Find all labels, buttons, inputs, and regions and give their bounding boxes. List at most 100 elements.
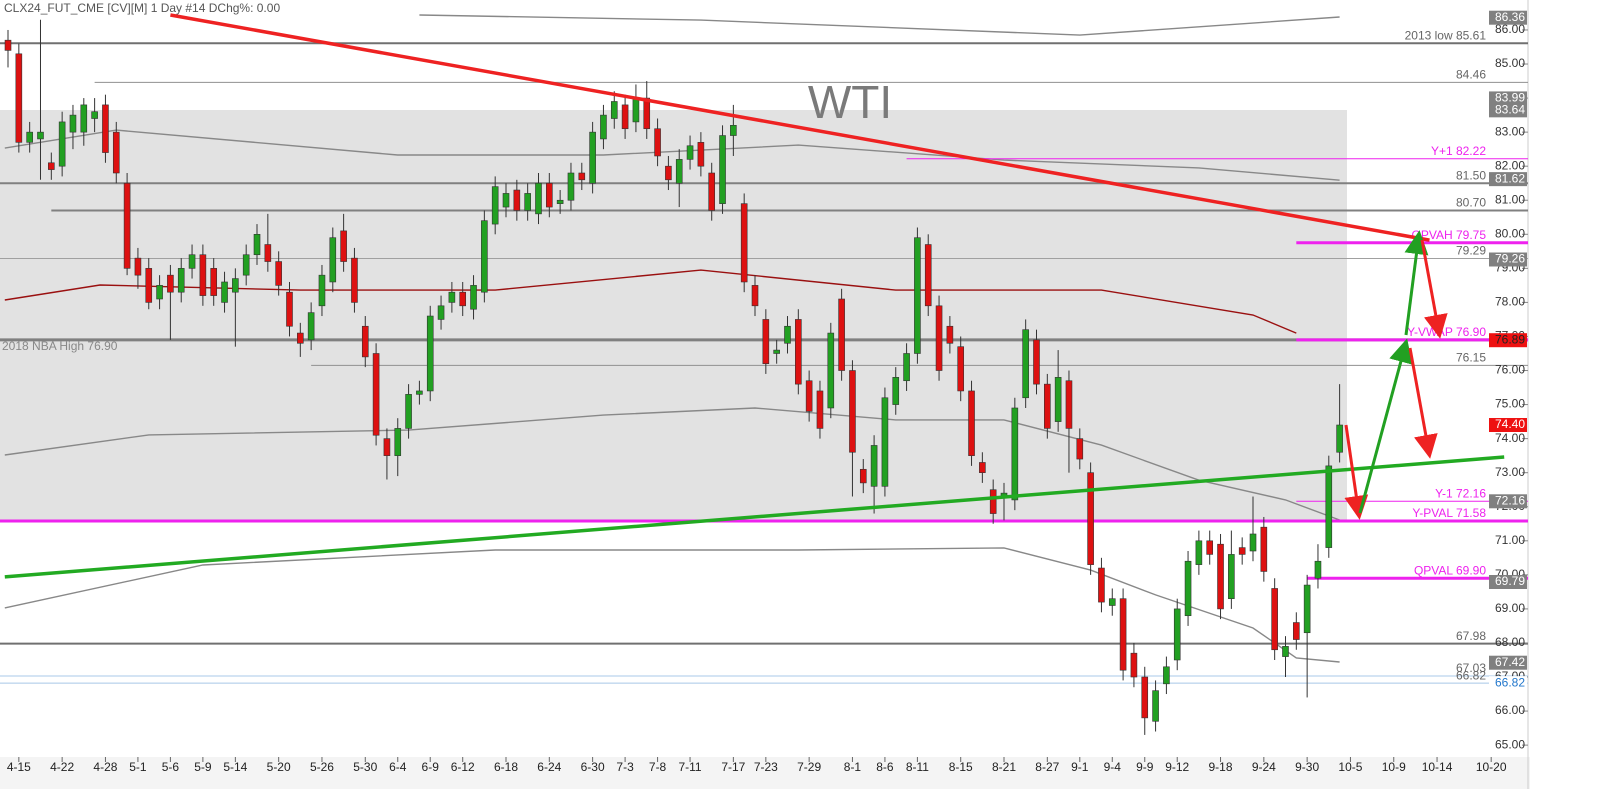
price-tag <box>1489 494 1527 509</box>
candle-body <box>600 114 607 140</box>
y-tick-label: 69.00 <box>1495 601 1525 615</box>
y-tick-label: 71.00 <box>1495 533 1525 547</box>
x-tick-label: 5-9 <box>194 760 212 774</box>
x-tick-label: 9-4 <box>1104 760 1122 774</box>
candle-body <box>1228 554 1235 599</box>
candle-body <box>242 254 250 276</box>
candle-body <box>513 189 521 211</box>
x-tick-label: 6-9 <box>422 760 440 774</box>
arrow <box>1408 347 1438 459</box>
price-tag-label: 81.62 <box>1495 171 1525 185</box>
x-tick-label: 9-18 <box>1209 760 1233 774</box>
candle-body <box>697 142 705 167</box>
x-tick-label: 7-23 <box>754 760 778 774</box>
candle-body <box>4 39 12 51</box>
candle-body <box>1065 380 1073 429</box>
candle-body <box>870 445 878 487</box>
candle-body <box>502 193 510 208</box>
x-tick-label: 5-20 <box>267 760 291 774</box>
candle-body <box>1152 690 1159 722</box>
candle-body <box>15 53 23 143</box>
candle-body <box>719 135 726 204</box>
candle-body <box>1163 666 1170 685</box>
candle-body <box>751 285 759 307</box>
x-tick-label: 5-26 <box>310 760 334 774</box>
candle-body <box>1087 472 1094 565</box>
price-tag-label: 86.36 <box>1495 10 1525 24</box>
shaded-zone <box>0 110 1347 520</box>
candle-body <box>675 159 683 184</box>
candle-body <box>416 390 423 395</box>
candle-body <box>773 349 780 354</box>
candle-body <box>589 131 596 184</box>
price-tag-label: 83.64 <box>1495 103 1525 117</box>
candle-body <box>849 370 856 453</box>
candle-body <box>567 172 575 201</box>
price-tag <box>1489 10 1527 25</box>
x-tick-label: 9-24 <box>1252 760 1276 774</box>
candle-body <box>1076 438 1084 460</box>
candle-body <box>1044 383 1051 429</box>
x-tick-label: 4-28 <box>93 760 117 774</box>
level-label: 2013 low 85.61 <box>1405 28 1487 42</box>
candle-body <box>123 182 131 269</box>
candle-body <box>740 203 748 283</box>
candle-body <box>340 230 347 262</box>
x-tick-label: 5-30 <box>353 760 377 774</box>
x-tick-label: 8-21 <box>992 760 1016 774</box>
x-tick-label: 8-6 <box>876 760 894 774</box>
candle-body <box>1260 526 1268 572</box>
price-tag <box>1489 172 1527 187</box>
candle-body <box>892 377 900 405</box>
candle-body <box>167 274 174 293</box>
x-tick-label: 7-3 <box>616 760 634 774</box>
price-tag-label: 66.82 <box>1495 675 1525 689</box>
candle-body <box>448 291 456 303</box>
candle-body <box>210 268 218 296</box>
candle-body <box>199 254 207 296</box>
y-tick-label: 73.00 <box>1495 465 1525 479</box>
candle-body <box>459 291 467 307</box>
x-tick-label: 7-8 <box>649 760 667 774</box>
price-tag-label: 69.79 <box>1495 574 1525 588</box>
y-tick-label: 75.00 <box>1495 397 1525 411</box>
candle-body <box>968 390 975 456</box>
x-tick-label: 6-12 <box>451 760 475 774</box>
price-tag-label: 79.26 <box>1495 252 1525 266</box>
candle-body <box>437 305 445 320</box>
x-tick-label: 9-9 <box>1136 760 1154 774</box>
y-tick-label: 83.00 <box>1495 124 1525 138</box>
candle-body <box>318 274 326 307</box>
candle-body <box>1173 608 1181 661</box>
candle-body <box>80 104 88 133</box>
y-tick-label: 65.00 <box>1495 737 1525 751</box>
candle-body <box>426 315 434 392</box>
price-tag <box>1489 676 1527 691</box>
candle-body <box>827 332 835 409</box>
candle-body <box>275 261 282 286</box>
candle-body <box>491 186 499 225</box>
overlay-line <box>4 407 1340 521</box>
candle-body <box>91 111 98 119</box>
arrow <box>1358 338 1413 514</box>
level-label: 2018 NBA High 76.90 <box>2 339 118 353</box>
candle-body <box>1206 540 1214 555</box>
candle-body <box>1033 339 1040 385</box>
candle-body <box>1011 407 1019 501</box>
candle-body <box>372 353 380 436</box>
candle-body <box>481 220 488 293</box>
candle-body <box>177 268 185 293</box>
level-label: Y-PVAL 71.58 <box>1412 506 1486 520</box>
x-tick-label: 10-20 <box>1476 760 1507 774</box>
candle-body <box>1130 652 1138 678</box>
price-tag <box>1489 655 1527 670</box>
candle-body <box>621 104 629 130</box>
candle-body <box>134 257 142 276</box>
x-tick-label: 7-17 <box>721 760 745 774</box>
y-tick-label: 82.00 <box>1495 158 1525 172</box>
candle-body <box>1314 560 1322 579</box>
level-label: 80.70 <box>1456 196 1486 210</box>
candle-body <box>556 199 564 204</box>
candle-body <box>383 438 391 456</box>
